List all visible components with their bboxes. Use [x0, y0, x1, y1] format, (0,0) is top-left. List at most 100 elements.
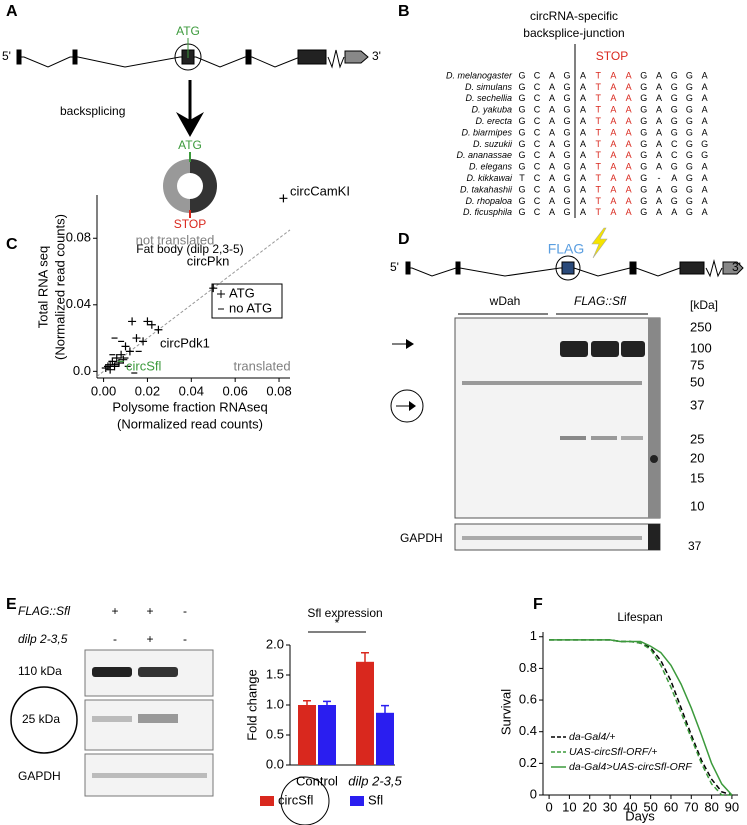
row-mark: -: [183, 632, 187, 646]
base: T: [595, 70, 601, 80]
point: [114, 359, 123, 368]
base: C: [534, 93, 541, 103]
base: C: [534, 105, 541, 115]
base: G: [686, 139, 693, 149]
three-prime: 3': [372, 49, 381, 63]
base: T: [595, 105, 601, 115]
base: G: [563, 139, 570, 149]
band: [92, 667, 132, 677]
base: G: [640, 162, 647, 172]
base: A: [626, 162, 632, 172]
y-tick-label: 0.5: [266, 726, 284, 741]
band: [591, 341, 619, 357]
legend-swatch: [350, 796, 364, 806]
legend-label: Sfl: [368, 792, 383, 807]
base: A: [549, 184, 555, 194]
base: A: [580, 93, 586, 103]
base: C: [671, 150, 678, 160]
base: G: [686, 127, 693, 137]
legend-label: circSfl: [278, 792, 314, 807]
exon: [561, 261, 575, 275]
x-tick-label: 70: [684, 799, 698, 814]
base: G: [640, 105, 647, 115]
error-bar: [381, 704, 389, 720]
exon: [72, 49, 78, 65]
bar: [298, 705, 316, 765]
row-mark: -: [113, 632, 117, 646]
point: [209, 284, 218, 293]
base: G: [671, 105, 678, 115]
base: A: [610, 162, 616, 172]
base: G: [686, 207, 693, 217]
exon: [245, 49, 252, 65]
chart-title: Fat body (dilp 2,3-5): [136, 242, 243, 256]
base: C: [534, 139, 541, 149]
base: A: [549, 162, 555, 172]
base: T: [595, 116, 601, 126]
base: T: [519, 173, 525, 183]
base: A: [580, 207, 586, 217]
base: A: [610, 196, 616, 206]
point: [143, 317, 152, 326]
base: A: [549, 150, 555, 160]
row-mark: +: [146, 632, 153, 646]
x-tick-label: 80: [704, 799, 718, 814]
base: C: [534, 162, 541, 172]
three-prime: 3': [732, 260, 741, 274]
point: [119, 355, 128, 364]
base: C: [534, 207, 541, 217]
base: T: [595, 196, 601, 206]
panel-letter: A: [6, 3, 18, 20]
utr-arrow: [722, 261, 744, 275]
base: T: [595, 184, 601, 194]
x-tick-label: 0.04: [179, 383, 204, 398]
base: G: [671, 116, 678, 126]
marker-size: 100: [690, 340, 712, 355]
base: G: [563, 162, 570, 172]
marker-size: 25: [690, 431, 704, 446]
base: A: [656, 150, 662, 160]
base: C: [534, 116, 541, 126]
y-tick-label: 1: [530, 628, 537, 643]
bar: [318, 705, 336, 765]
base: G: [563, 70, 570, 80]
base: A: [580, 116, 586, 126]
base: G: [671, 93, 678, 103]
x-tick-label: 0.06: [223, 383, 248, 398]
base: G: [671, 196, 678, 206]
base: A: [610, 150, 616, 160]
legend-label: UAS-circSfl-ORF/+: [569, 746, 657, 758]
base: G: [563, 82, 570, 92]
base: C: [534, 150, 541, 160]
y-label: Survival: [498, 689, 513, 735]
annotation: circPkn: [187, 253, 230, 268]
base: A: [656, 162, 662, 172]
base: A: [656, 207, 662, 217]
base: G: [671, 70, 678, 80]
panel-letter: F: [533, 596, 543, 613]
band-label: 110 kDa: [18, 664, 62, 678]
base: T: [595, 150, 601, 160]
chart-title: Lifespan: [617, 610, 662, 624]
legend-box: [211, 283, 283, 319]
base: G: [518, 184, 525, 194]
marker-spot: [650, 455, 658, 463]
base: G: [518, 105, 525, 115]
base: A: [656, 105, 662, 115]
x-label: (Normalized read counts): [117, 416, 263, 431]
base: A: [580, 139, 586, 149]
band: [560, 341, 588, 357]
annotation: circPdk1: [160, 335, 210, 350]
gene-model: [405, 255, 744, 281]
base: C: [534, 82, 541, 92]
base: A: [610, 207, 616, 217]
point: [117, 350, 126, 359]
point: [139, 337, 148, 346]
base: G: [640, 173, 647, 183]
intron: [705, 259, 723, 278]
y-label: Fold change: [244, 669, 259, 741]
y-tick-label: 0.2: [519, 755, 537, 770]
band: [92, 716, 132, 722]
loading-label: GAPDH: [400, 531, 443, 545]
gene-model: [16, 38, 369, 71]
